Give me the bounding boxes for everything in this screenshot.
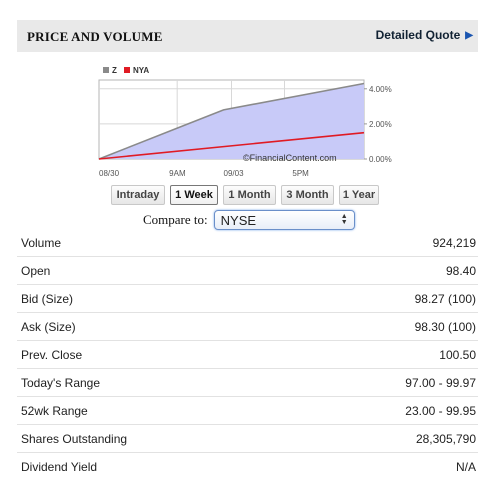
stat-value: 97.00 - 99.97 [405, 375, 476, 390]
series-area-z [99, 83, 364, 159]
stat-label: Open [21, 263, 51, 278]
compare-control: Compare to: NYSE ▲ ▼ [143, 210, 355, 230]
stats-table: Volume 924,219 Open 98.40 Bid (Size) 98.27 … [17, 229, 478, 481]
range-button-intraday[interactable]: Intraday [111, 185, 165, 205]
section-title: PRICE AND VOLUME [27, 29, 163, 44]
stat-value: 98.40 [445, 263, 476, 278]
detailed-quote-label: Detailed Quote [375, 28, 461, 42]
x-tick-label: 09/03 [224, 169, 245, 178]
range-button-1-week[interactable]: 1 Week [170, 185, 218, 205]
stat-label: Today's Range [21, 375, 101, 390]
compare-label: Compare to: [143, 212, 208, 227]
stat-value: 28,305,790 [415, 431, 476, 446]
stat-label: Prev. Close [21, 347, 83, 362]
range-button-1-month[interactable]: 1 Month [223, 185, 276, 205]
compare-select[interactable]: NYSE ▲ ▼ [213, 210, 355, 230]
legend-swatch-nya [124, 67, 130, 73]
stat-label: Ask (Size) [21, 319, 76, 334]
stat-label: Dividend Yield [21, 460, 98, 474]
stat-label: Shares Outstanding [21, 431, 128, 446]
detailed-quote-link[interactable]: Detailed Quote ▶ [376, 28, 473, 42]
range-button-1-year[interactable]: 1 Year [339, 185, 379, 205]
stat-value: 23.00 - 99.95 [405, 403, 476, 418]
compare-selected-value: NYSE [220, 212, 257, 228]
y-tick-label: 0.00% [369, 155, 392, 164]
stat-row-shares-outstanding: Shares Outstanding 28,305,790 [17, 425, 478, 453]
series-line-z [98, 82, 365, 160]
section-header: PRICE AND VOLUME Detailed Quote ▶ [17, 20, 478, 52]
range-button-3-month[interactable]: 3 Month [281, 185, 334, 205]
stat-value: 98.27 (100) [414, 291, 476, 306]
stat-label: Volume [21, 235, 62, 250]
x-tick-label: 08/30 [99, 169, 120, 178]
stat-label: Bid (Size) [21, 291, 74, 306]
stat-label: 52wk Range [21, 403, 88, 418]
stat-row-open: Open 98.40 [17, 257, 478, 285]
y-tick-label: 2.00% [369, 120, 392, 129]
stat-value: 924,219 [432, 235, 476, 250]
stat-row-todays-range: Today's Range 97.00 - 99.97 [17, 369, 478, 397]
select-arrows-icon: ▲ ▼ [340, 213, 348, 226]
stat-row-prev-close: Prev. Close 100.50 [17, 341, 478, 369]
x-tick-label: 5PM [292, 169, 309, 178]
stat-row-volume: Volume 924,219 [17, 229, 478, 257]
legend-swatch-z [103, 67, 109, 73]
x-tick-label: 9AM [169, 169, 186, 178]
legend-label-nya: NYA [133, 66, 149, 75]
stat-row-ask: Ask (Size) 98.30 (100) [17, 313, 478, 341]
series-line-nya [98, 131, 365, 160]
price-volume-chart: Z NYA ©FinancialContent.com 08/30 9AM 09/03… [98, 66, 392, 178]
stat-value: 100.50 [439, 347, 476, 362]
arrow-right-icon: ▶ [465, 29, 473, 41]
stat-value: N/A [455, 460, 476, 474]
stat-row-dividend-yield: Dividend Yield N/A [17, 453, 478, 481]
range-button-group: Intraday 1 Week 1 Month 3 Month 1 Year [111, 185, 379, 205]
legend-label-z: Z [112, 66, 117, 75]
stat-value: 98.30 (100) [414, 319, 476, 334]
chart-watermark: ©FinancialContent.com [243, 153, 337, 163]
stat-row-52wk-range: 52wk Range 23.00 - 99.95 [17, 397, 478, 425]
y-tick-label: 4.00% [369, 85, 392, 94]
stat-row-bid: Bid (Size) 98.27 (100) [17, 285, 478, 313]
